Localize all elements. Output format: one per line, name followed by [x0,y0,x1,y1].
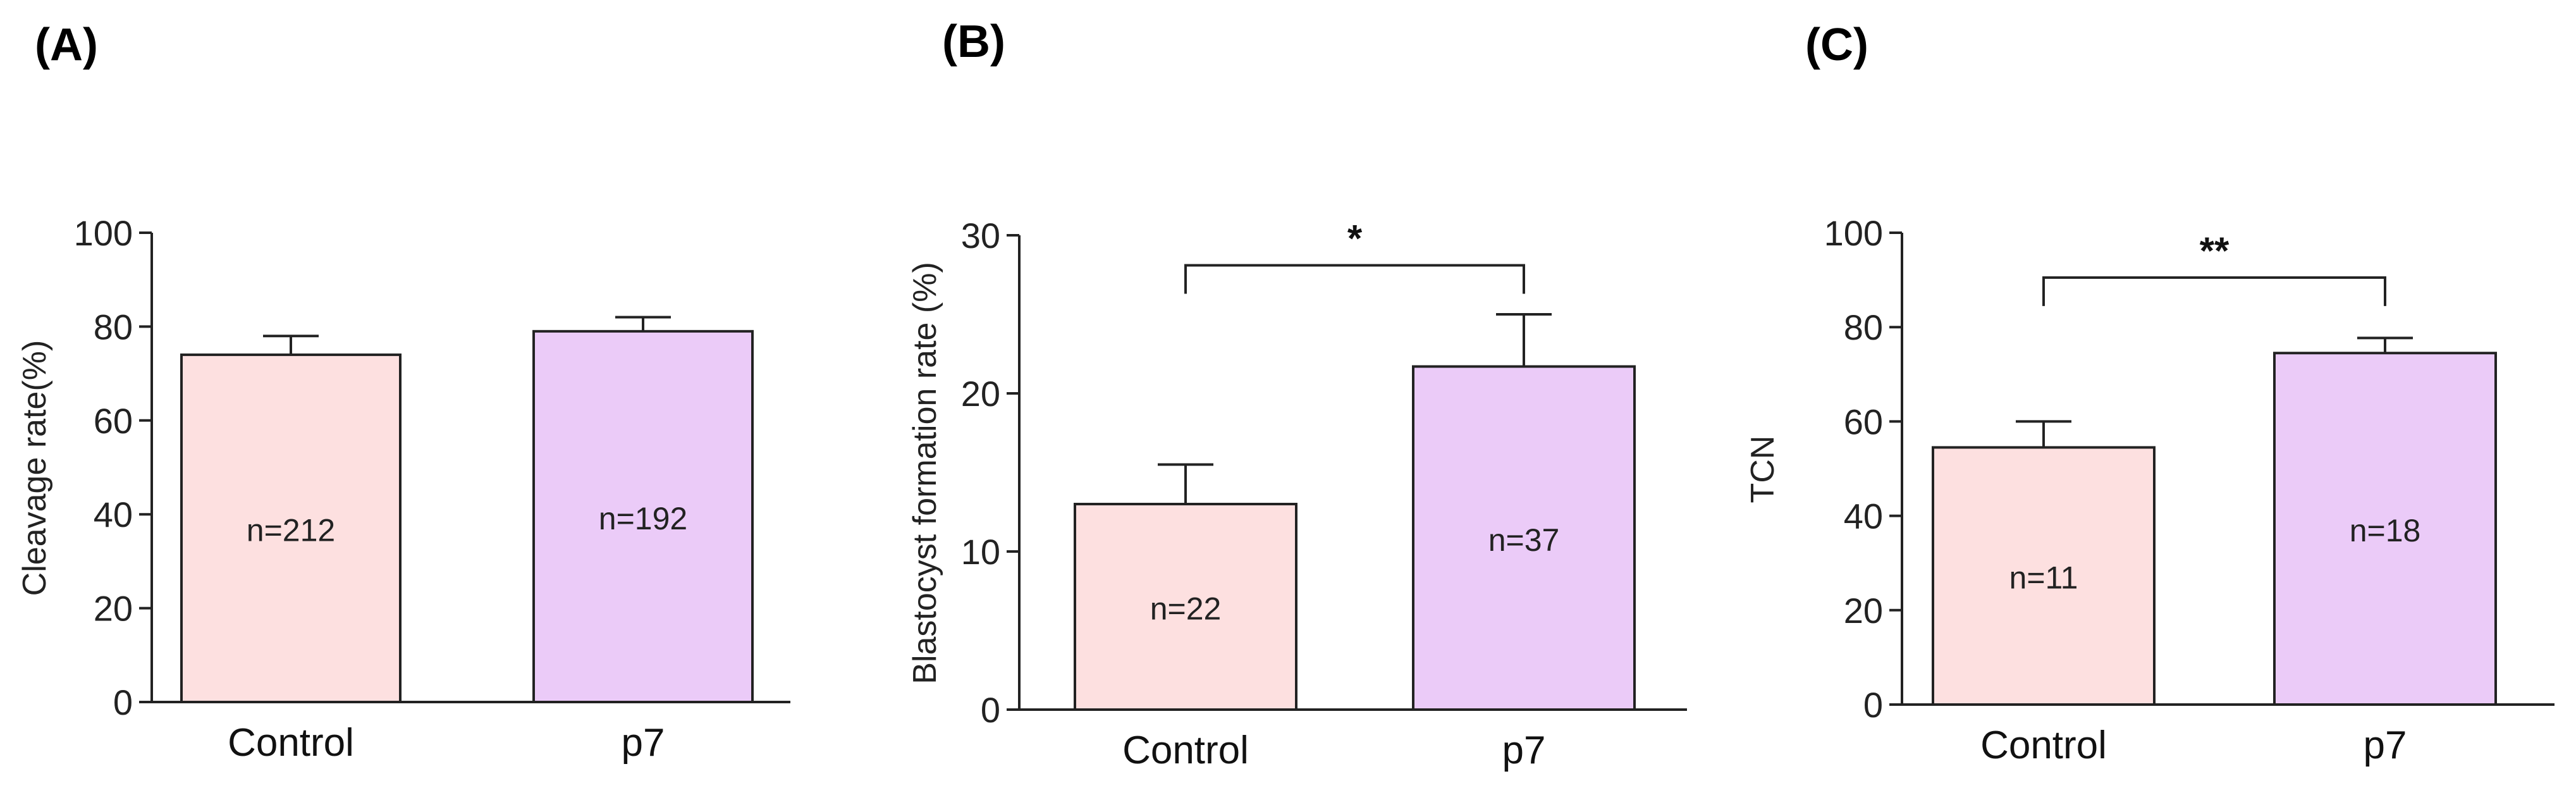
y-tick-label: 80 [1844,307,1883,347]
bar-p7 [2273,352,2497,706]
significance-label: ** [2200,230,2229,272]
bar-p7 [1412,365,1636,711]
y-tick-label: 100 [74,213,133,253]
bar-control [1932,446,2156,706]
panel-label: (C) [1805,20,1868,70]
y-tick-label: 0 [113,682,133,722]
n-label: n=11 [2009,560,2078,596]
n-label: n=37 [1488,522,1560,558]
x-tick-label: p7 [2364,724,2407,767]
x-tick-label: Control [1980,724,2107,767]
y-tick-label: 20 [94,589,133,629]
y-tick-label: 40 [94,495,133,534]
y-tick-label: 0 [1863,685,1883,725]
x-tick-label: p7 [1502,729,1546,772]
y-tick-label: 60 [94,401,133,441]
x-tick-label: p7 [622,721,665,765]
x-tick-label: Control [1122,729,1249,772]
significance-bracket [1184,264,1525,294]
y-axis-title: Cleavage rate(%) [16,340,53,596]
n-label: n=18 [2350,513,2421,548]
y-tick-label: 0 [981,690,1000,730]
n-label: n=212 [247,512,335,548]
y-tick-label: 40 [1844,496,1883,536]
y-tick-label: 20 [1844,591,1883,631]
bar-control [180,353,402,703]
bar-control [1074,503,1297,711]
n-label: n=192 [599,501,687,536]
panel-label: (A) [35,20,98,70]
y-tick-label: 20 [961,374,1000,414]
y-axis-title: Blastocyst formation rate (%) [907,262,943,684]
y-tick-label: 100 [1824,213,1883,253]
y-tick-label: 80 [94,307,133,347]
y-tick-label: 30 [961,216,1000,256]
significance-bracket [2042,276,2386,306]
y-tick-label: 60 [1844,402,1883,441]
significance-label: * [1347,218,1363,260]
panel-label: (B) [942,16,1005,67]
y-tick-label: 10 [961,532,1000,572]
x-tick-label: Control [228,721,354,765]
y-axis-title: TCN [1745,436,1781,503]
n-label: n=22 [1150,591,1222,627]
